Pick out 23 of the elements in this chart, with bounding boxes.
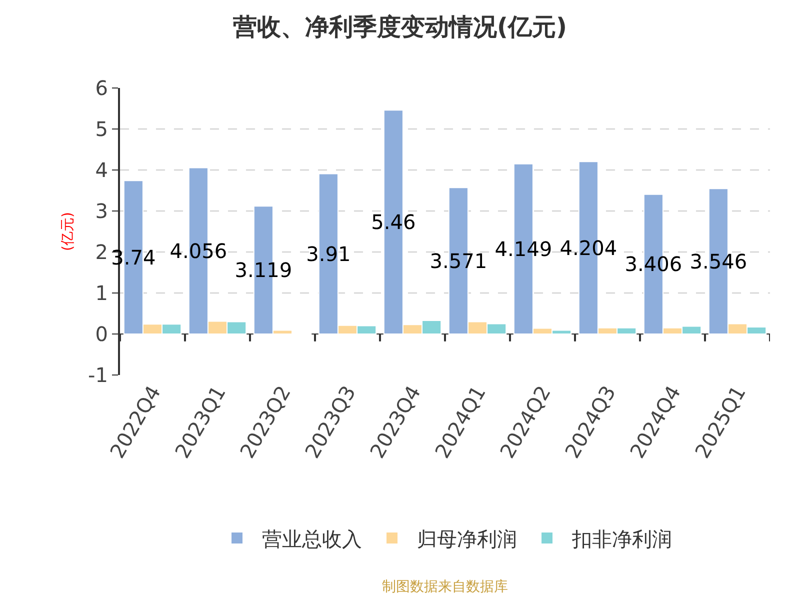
text: 制图数据来自数据库: [382, 579, 508, 595]
y-tick-label: 1: [95, 281, 108, 305]
legend-label: 归母净利润: [417, 526, 517, 551]
y-tick-label: -1: [88, 363, 108, 387]
data-label: 3.546: [690, 249, 748, 274]
chart-title: 营收、净利季度变动情况(亿元): [232, 12, 567, 41]
legend-label: 扣非净利润: [571, 526, 672, 551]
y-tick-label: 5: [95, 117, 108, 141]
legend-label: 营业总收入: [262, 526, 362, 551]
data-label: 3.406: [624, 252, 682, 276]
data-label: 4.204: [560, 236, 618, 260]
y-tick-label: 0: [95, 322, 108, 346]
data-label: 3.91: [306, 242, 351, 266]
y-tick-label: 4: [95, 158, 108, 182]
data-label: 4.056: [170, 238, 228, 263]
data-label: 3.119: [234, 258, 292, 282]
y-axis-title: (亿元): [60, 212, 76, 251]
y-tick-label: 6: [95, 76, 108, 100]
data-label: 3.571: [430, 248, 488, 273]
data-label: 4.149: [494, 236, 552, 261]
y-tick-label: 2: [95, 240, 108, 264]
y-tick-label: 3: [95, 199, 108, 223]
data-label: 5.46: [371, 210, 416, 234]
